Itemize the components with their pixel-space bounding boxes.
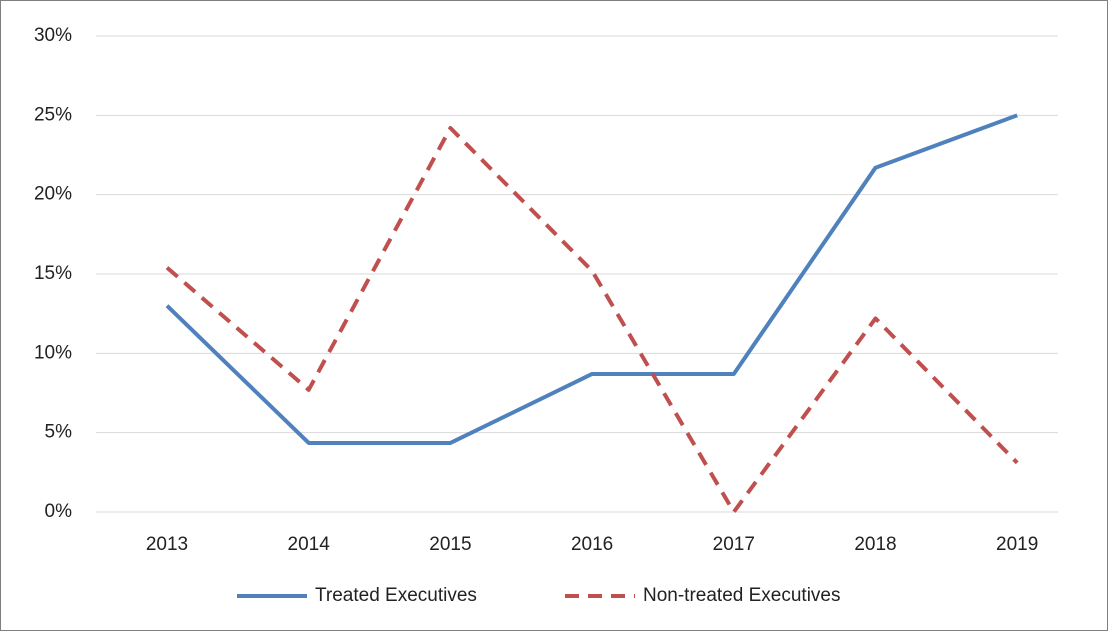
y-tick-label: 0%	[45, 501, 73, 522]
y-tick-label: 25%	[34, 104, 72, 125]
y-tick-label: 15%	[34, 263, 72, 284]
x-tick-label: 2014	[288, 534, 331, 555]
legend-label: Non-treated Executives	[643, 585, 841, 606]
x-tick-label: 2016	[571, 534, 613, 555]
x-tick-label: 2017	[713, 534, 755, 555]
series-line	[165, 113, 1018, 445]
x-tick-label: 2013	[146, 534, 188, 555]
legend-label: Treated Executives	[315, 585, 477, 606]
y-tick-label: 20%	[34, 184, 72, 205]
y-tick-label: 5%	[45, 422, 73, 443]
y-tick-label: 30%	[34, 25, 72, 46]
y-tick-label: 10%	[34, 342, 72, 363]
x-tick-label: 2019	[996, 534, 1038, 555]
x-tick-label: 2018	[854, 534, 896, 555]
x-tick-label: 2015	[429, 534, 471, 555]
series-line	[165, 126, 1019, 514]
